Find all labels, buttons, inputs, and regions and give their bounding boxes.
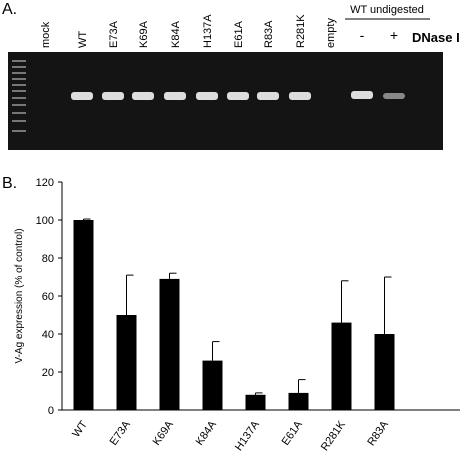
- dnase-label: DNase I: [412, 30, 460, 45]
- bands: [71, 91, 405, 100]
- y-tick-label: 40: [42, 329, 54, 341]
- x-tick-label: R83A: [365, 418, 391, 448]
- x-tick-label: K84A: [194, 418, 220, 447]
- gel: [8, 52, 443, 150]
- dnase-lane: +: [390, 27, 398, 43]
- bar: [374, 334, 395, 410]
- group-label: WT undigested: [350, 4, 424, 16]
- lane-label: K69A: [138, 20, 150, 48]
- x-tick-label: E61A: [280, 418, 306, 447]
- panel-b-label: B.: [2, 175, 17, 192]
- lane-label: H137A: [202, 14, 214, 48]
- bar: [202, 360, 223, 410]
- bar: [331, 322, 352, 410]
- bar: [288, 392, 309, 410]
- bar: [73, 220, 94, 410]
- y-tick-label: 100: [36, 215, 54, 227]
- bar: [245, 394, 266, 410]
- ladder: [12, 60, 26, 132]
- x-tick-label: H137A: [233, 418, 263, 453]
- lane-label: E61A: [233, 20, 245, 48]
- panel-a-label: A.: [2, 1, 17, 18]
- bar: [159, 278, 180, 410]
- y-tick-label: 20: [42, 367, 54, 379]
- bar: [116, 315, 137, 410]
- lane-label: R83A: [263, 20, 275, 48]
- lane-label: R281K: [295, 14, 307, 48]
- lane-label: mock: [40, 21, 52, 48]
- x-tick-label: WT: [70, 419, 90, 440]
- lane-label: WT: [77, 31, 89, 48]
- x-tick-label: R281K: [319, 418, 349, 453]
- dnase-lane: -: [360, 27, 365, 43]
- lane-label: empty: [325, 18, 337, 48]
- y-tick-label: 60: [42, 291, 54, 303]
- lane-label: E73A: [108, 20, 120, 48]
- x-tick-label: K69A: [151, 418, 177, 447]
- y-tick-label: 80: [42, 253, 54, 265]
- y-tick-label: 120: [36, 177, 54, 189]
- y-tick-label: 0: [48, 405, 54, 417]
- lane-label: K84A: [170, 20, 182, 48]
- y-axis-label: V-Ag expression (% of control): [14, 228, 25, 363]
- x-tick-label: E73A: [108, 418, 134, 447]
